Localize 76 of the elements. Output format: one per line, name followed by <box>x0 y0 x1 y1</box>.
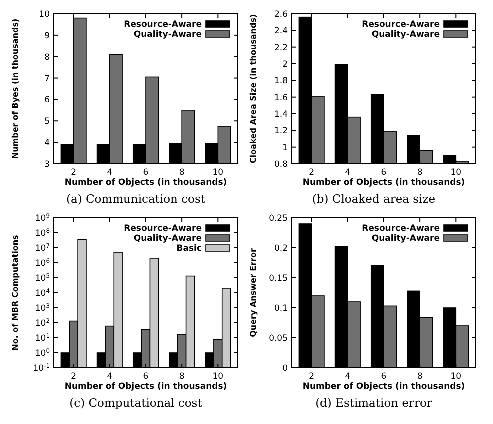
y-tick-label: 3 <box>44 160 50 170</box>
x-tick-label: 8 <box>179 372 185 382</box>
x-tick-label: 6 <box>143 372 149 382</box>
x-axis-title: Number of Objects (in thousands) <box>302 178 466 188</box>
x-tick-label: 4 <box>107 168 113 178</box>
x-tick-label: 10 <box>450 372 462 382</box>
y-tick-label: 10 <box>39 10 50 20</box>
x-tick-label: 4 <box>345 372 351 382</box>
x-tick-label: 10 <box>212 168 224 178</box>
y-tick-label: 9 <box>44 31 50 42</box>
y-tick-label: 1.4 <box>274 110 288 120</box>
y-tick-label: 1.8 <box>274 76 288 87</box>
legend-label: Basic <box>176 244 202 254</box>
y-tick-label: 8 <box>44 52 50 63</box>
legend-label: Quality-Aware <box>372 30 440 40</box>
x-tick-label: 2 <box>71 168 77 178</box>
legend-label: Resource-Aware <box>362 20 440 30</box>
legend-label: Quality-Aware <box>372 234 440 244</box>
y-tick-label: 6 <box>44 96 50 106</box>
x-tick-label: 10 <box>450 168 462 178</box>
x-axis-title: Number of Objects (in thousands) <box>302 382 466 392</box>
y-tick-label: 4 <box>44 138 50 149</box>
y-tick-label: 2 <box>282 60 288 70</box>
y-tick-label: 0 <box>282 364 288 374</box>
y-tick-label: 10$^{3}$ <box>35 302 50 314</box>
y-tick-label: 10$^{1}$ <box>35 332 50 344</box>
x-tick-label: 8 <box>417 168 423 178</box>
y-tick-label: 10$^{5}$ <box>35 272 50 284</box>
y-tick-label: 7 <box>44 74 50 84</box>
y-axis-title: No. of MBR Computations <box>11 234 20 351</box>
y-tick-label: 10$^{2}$ <box>35 318 50 329</box>
y-tick-label: 2.6 <box>274 10 288 20</box>
y-tick-label: 2.2 <box>274 43 288 54</box>
legend-label: Resource-Aware <box>124 224 202 234</box>
y-tick-label: 10$^{0}$ <box>35 348 50 359</box>
y-tick-label: 10$^{4}$ <box>35 288 50 299</box>
x-tick-label: 2 <box>309 372 315 382</box>
legend-label: Resource-Aware <box>124 20 202 30</box>
text: (a) Communication cost <box>66 192 206 206</box>
y-tick-label: 5 <box>44 117 50 128</box>
x-tick-label: 6 <box>143 168 149 178</box>
y-tick-label: 0.8 <box>274 160 288 170</box>
x-axis-title: Number of Objects (in thousands) <box>64 178 228 188</box>
x-axis-title: Number of Objects (in thousands) <box>64 382 228 392</box>
text: (b) Cloaked area size <box>312 192 436 206</box>
y-tick-label: 0.2 <box>274 244 288 254</box>
x-tick-label: 6 <box>381 168 387 178</box>
x-tick-label: 8 <box>417 372 423 382</box>
y-tick-label: 1.2 <box>274 126 288 137</box>
y-tick-label: 10$^{-1}$ <box>33 362 50 374</box>
y-tick-label: 10$^{9}$ <box>35 212 50 224</box>
y-tick-label: 0.1 <box>274 304 288 314</box>
y-tick-label: 2.4 <box>274 26 288 37</box>
x-tick-label: 4 <box>345 168 351 178</box>
x-tick-label: 10 <box>212 372 224 382</box>
y-tick-label: 0.25 <box>269 214 288 224</box>
y-tick-label: 10$^{7}$ <box>35 242 50 254</box>
legend-label: Quality-Aware <box>134 234 202 244</box>
x-tick-label: 2 <box>71 372 77 382</box>
text: (c) Computational cost <box>70 396 203 410</box>
y-tick-label: 10$^{6}$ <box>35 258 50 269</box>
y-tick-label: 0.05 <box>269 334 288 344</box>
y-tick-label: 0.15 <box>269 274 288 284</box>
y-axis-title: Query Answer Error <box>249 248 258 338</box>
y-axis-title: Number of Byes (in thousands) <box>11 18 20 160</box>
y-tick-label: 1.6 <box>274 93 288 104</box>
y-tick-label: 10$^{8}$ <box>35 228 50 239</box>
x-tick-label: 4 <box>107 372 113 382</box>
legend-label: Resource-Aware <box>362 224 440 234</box>
x-tick-label: 8 <box>179 168 185 178</box>
y-axis-title: Cloaked Area Size (in thousands) <box>249 14 258 164</box>
y-tick-label: 1 <box>282 143 288 154</box>
x-tick-label: 6 <box>381 372 387 382</box>
x-tick-label: 2 <box>309 168 315 178</box>
text: (d) Estimation error <box>316 396 433 410</box>
legend-label: Quality-Aware <box>134 30 202 40</box>
